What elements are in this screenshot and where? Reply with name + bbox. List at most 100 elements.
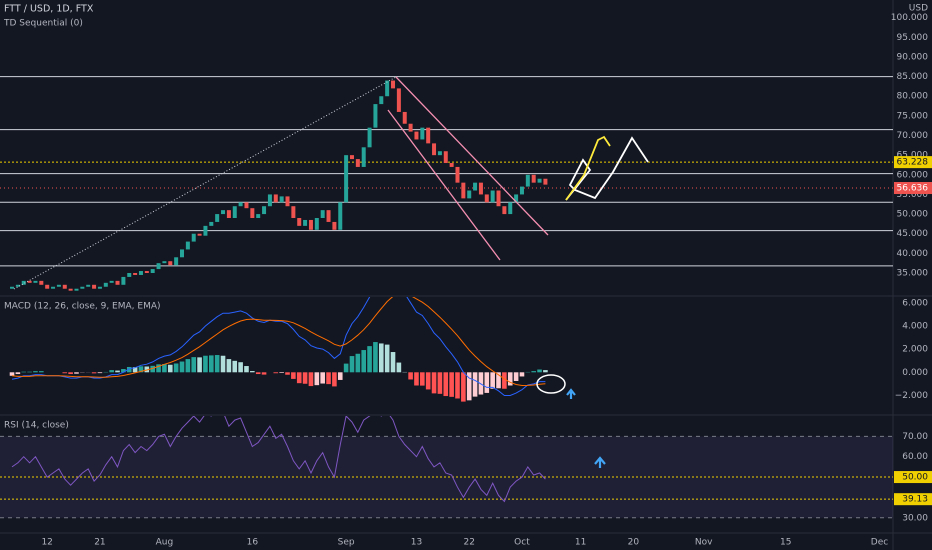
candle	[455, 166, 460, 183]
histogram-bar	[373, 342, 378, 373]
histogram-bar	[308, 372, 314, 387]
candle	[168, 261, 173, 266]
channel-line	[387, 109, 501, 261]
histogram-bar	[9, 372, 15, 376]
candle	[226, 210, 231, 219]
candle	[449, 163, 454, 167]
candle	[537, 178, 542, 183]
candle	[490, 190, 495, 203]
price-pane	[0, 76, 893, 291]
histogram-bar	[449, 372, 454, 397]
candle	[127, 273, 132, 277]
candle	[414, 131, 419, 140]
indicator-title: TD Sequential (0)	[3, 19, 83, 29]
candle	[144, 271, 149, 274]
candle	[361, 147, 366, 167]
histogram-bar	[367, 346, 372, 373]
histogram-bar	[326, 372, 331, 385]
marker-label: 50.00	[902, 473, 928, 483]
histogram-bar	[74, 372, 79, 374]
histogram-bar	[238, 362, 243, 373]
candle	[68, 288, 73, 291]
y-tick-label: 30.00	[902, 513, 928, 523]
candle	[27, 280, 32, 283]
histogram-bar	[138, 366, 144, 373]
arrow	[594, 456, 606, 468]
candle	[297, 218, 302, 226]
histogram-bar	[250, 371, 255, 373]
histogram-bar	[214, 355, 220, 373]
histogram-bar	[185, 359, 191, 373]
candle	[514, 194, 519, 203]
histogram-bar	[132, 367, 138, 373]
histogram-bar	[144, 366, 150, 373]
currency: USD	[909, 4, 928, 14]
histogram-bar	[209, 355, 214, 373]
candle	[402, 111, 407, 124]
candle	[267, 194, 272, 207]
rsi-pane	[0, 416, 893, 519]
histogram-bar	[314, 372, 320, 386]
histogram-bar	[39, 371, 44, 373]
histogram-bar	[232, 360, 238, 373]
candle	[215, 214, 220, 222]
price-label: 56.636	[897, 184, 929, 194]
projection	[565, 135, 611, 201]
candle	[496, 190, 501, 207]
candle	[396, 88, 401, 112]
candle	[332, 221, 337, 230]
candle	[291, 206, 296, 219]
candle	[74, 288, 79, 291]
x-tick-label: 16	[247, 538, 259, 548]
histogram-bar	[507, 372, 513, 386]
histogram-bar	[115, 370, 120, 373]
candle	[344, 155, 349, 203]
histogram-bar	[285, 372, 290, 375]
y-tick-label: 90.000	[897, 52, 929, 62]
candle	[473, 182, 478, 191]
price-label: 63.228	[897, 158, 929, 168]
chart-title: FTT / USD, 1D, FTX	[4, 4, 94, 15]
candle	[103, 282, 108, 287]
histogram-bar	[291, 372, 296, 379]
histogram-bar	[302, 372, 308, 384]
candle	[138, 271, 143, 275]
histogram-bar	[443, 372, 449, 397]
candle	[408, 123, 413, 132]
x-tick-label: 12	[41, 538, 52, 548]
y-tick-label: 85.000	[897, 72, 929, 82]
candle	[437, 151, 442, 156]
arrow	[566, 388, 576, 399]
candle	[33, 280, 38, 283]
macd-line	[11, 297, 546, 387]
candle	[385, 80, 390, 97]
axes: 12 21 Aug 16 Sep 13 22 Oct 11 20 Nov 15 Dec 100.000 95…	[41, 13, 932, 548]
x-tick-label: Sep	[338, 538, 355, 548]
histogram-bar	[220, 355, 226, 373]
candle	[203, 225, 208, 236]
histogram-bar	[179, 361, 185, 373]
candle	[21, 280, 26, 285]
candle	[461, 182, 466, 199]
candle	[250, 208, 255, 219]
histogram-bar	[355, 353, 361, 373]
histogram-bar	[197, 357, 202, 373]
histogram-bar	[68, 372, 73, 375]
y-tick-label: 0.000	[902, 368, 928, 378]
candle	[15, 284, 20, 287]
price-label-box	[894, 156, 932, 169]
candle	[109, 280, 114, 283]
candle	[367, 127, 372, 148]
x-tick-label: 11	[575, 538, 586, 548]
candle	[150, 269, 155, 274]
histogram-bar	[97, 372, 103, 374]
histogram-bar	[361, 350, 367, 373]
x-tick-label: 21	[94, 538, 105, 548]
x-tick-label: 15	[780, 538, 791, 548]
candle	[179, 249, 184, 258]
histogram-bar	[150, 365, 155, 373]
histogram-bar	[167, 364, 173, 373]
y-tick-label: 70.000	[897, 131, 929, 141]
histogram-bar	[109, 370, 114, 373]
